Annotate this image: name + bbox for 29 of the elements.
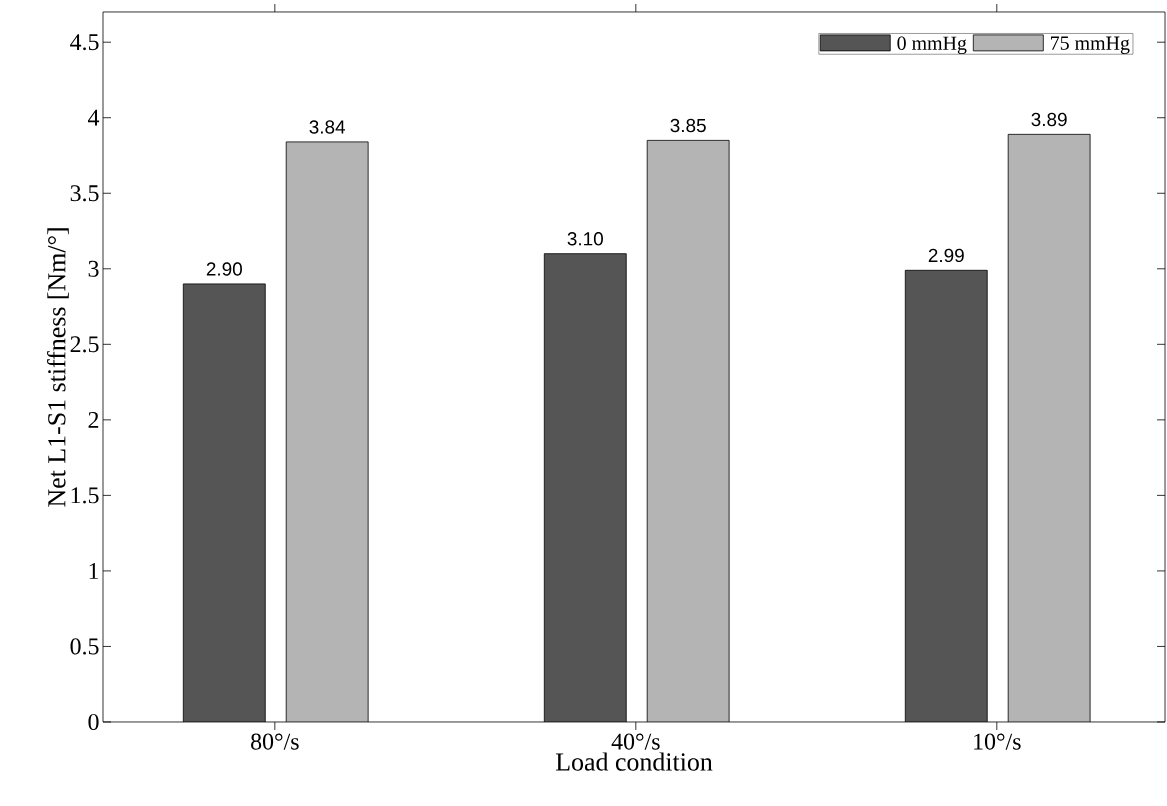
x-tick-label: 40°/s <box>611 733 660 750</box>
y-tick-label: 1.5 <box>71 487 99 504</box>
y-tick-label: 2.5 <box>70 336 99 353</box>
y-tick-label: 0 <box>88 713 99 731</box>
data-label: 3.84 <box>309 120 346 134</box>
y-tick-label: 4.5 <box>70 34 99 51</box>
y-tick-label: 4 <box>88 109 100 126</box>
bar <box>904 269 988 722</box>
bar <box>182 283 266 722</box>
legend-label: 75 mmHg <box>1051 36 1130 54</box>
data-label: 3.10 <box>567 232 603 246</box>
bar <box>543 253 627 722</box>
x-axis-title: Load condition <box>555 752 713 771</box>
y-tick-label: 3.5 <box>70 185 99 202</box>
bar <box>646 139 730 722</box>
x-tick-label: 80°/s <box>251 733 299 750</box>
data-label: 2.99 <box>928 248 964 263</box>
y-axis-title: Net L1-S1 stiffness [Nm/°] <box>47 228 69 507</box>
data-label: 3.85 <box>670 118 706 133</box>
data-label: 3.89 <box>1031 112 1067 127</box>
x-tick-label: 10°/s <box>974 733 1021 750</box>
y-tick-label: 3 <box>88 260 99 277</box>
data-label: 2.90 <box>206 262 242 276</box>
bar <box>285 141 369 722</box>
bar <box>1007 133 1091 722</box>
y-tick-label: 1 <box>89 563 99 579</box>
y-tick-label: 0.5 <box>70 638 99 655</box>
legend-label: 0 mmHg <box>897 36 967 55</box>
y-tick-label: 2 <box>88 411 99 428</box>
